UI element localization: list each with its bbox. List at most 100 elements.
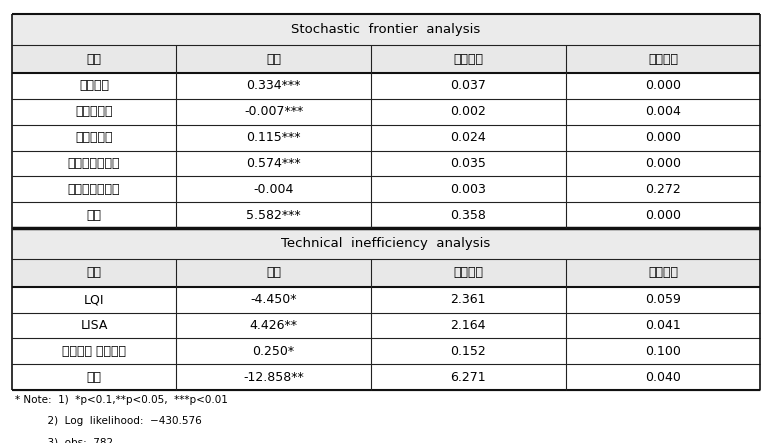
Text: 4.426**: 4.426** bbox=[249, 319, 298, 332]
Bar bbox=[176, 364, 371, 390]
Bar bbox=[566, 338, 760, 364]
Text: 0.100: 0.100 bbox=[645, 345, 681, 358]
Text: 3)  obs:  782: 3) obs: 782 bbox=[15, 438, 113, 443]
Bar bbox=[371, 287, 566, 312]
Text: -0.004: -0.004 bbox=[253, 183, 294, 196]
Text: 자가노동비: 자가노동비 bbox=[75, 131, 113, 144]
Bar bbox=[566, 202, 760, 228]
Text: 0.358: 0.358 bbox=[450, 209, 486, 222]
Text: 0.024: 0.024 bbox=[451, 131, 486, 144]
Text: 표준오차: 표준오차 bbox=[453, 53, 483, 66]
Text: 2)  Log  likelihood:  −430.576: 2) Log likelihood: −430.576 bbox=[15, 416, 202, 426]
Bar bbox=[176, 73, 371, 99]
Bar bbox=[371, 73, 566, 99]
Text: 0.040: 0.040 bbox=[645, 371, 681, 384]
Text: 0.574***: 0.574*** bbox=[246, 157, 301, 170]
Bar bbox=[176, 259, 371, 287]
Text: 0.002: 0.002 bbox=[450, 105, 486, 118]
Text: 0.000: 0.000 bbox=[645, 209, 681, 222]
Text: Technical  inefficiency  analysis: Technical inefficiency analysis bbox=[281, 237, 491, 250]
Text: 0.004: 0.004 bbox=[645, 105, 681, 118]
Text: 6.271: 6.271 bbox=[451, 371, 486, 384]
Text: 0.003: 0.003 bbox=[450, 183, 486, 196]
Bar bbox=[566, 259, 760, 287]
Bar bbox=[566, 73, 760, 99]
Bar bbox=[371, 151, 566, 176]
Bar bbox=[12, 176, 176, 202]
Text: LISA: LISA bbox=[80, 319, 107, 332]
Text: 고용노동비: 고용노동비 bbox=[75, 105, 113, 118]
Bar bbox=[12, 364, 176, 390]
Bar bbox=[176, 124, 371, 151]
Text: 2.361: 2.361 bbox=[451, 293, 486, 306]
Bar bbox=[176, 151, 371, 176]
Text: 0.000: 0.000 bbox=[645, 157, 681, 170]
Bar bbox=[371, 45, 566, 73]
Text: 0.115***: 0.115*** bbox=[246, 131, 301, 144]
Text: 0.000: 0.000 bbox=[645, 79, 681, 93]
Text: 상수: 상수 bbox=[86, 371, 101, 384]
Bar bbox=[176, 99, 371, 124]
Text: 2.164: 2.164 bbox=[451, 319, 486, 332]
Text: Stochastic  frontier  analysis: Stochastic frontier analysis bbox=[291, 23, 481, 36]
Bar bbox=[566, 364, 760, 390]
Text: 5.582***: 5.582*** bbox=[246, 209, 301, 222]
Bar bbox=[371, 202, 566, 228]
Text: 0.059: 0.059 bbox=[645, 293, 681, 306]
Bar bbox=[176, 312, 371, 338]
Text: 유의수준: 유의수준 bbox=[648, 53, 678, 66]
Bar bbox=[12, 287, 176, 312]
Bar bbox=[176, 45, 371, 73]
Bar bbox=[12, 151, 176, 176]
Bar bbox=[12, 124, 176, 151]
Text: * Note:  1)  *p<0.1,**p<0.05,  ***p<0.01: * Note: 1) *p<0.1,**p<0.05, ***p<0.01 bbox=[15, 395, 229, 405]
Bar bbox=[176, 176, 371, 202]
Bar bbox=[12, 228, 760, 259]
Text: 유의수준: 유의수준 bbox=[648, 266, 678, 279]
Bar bbox=[12, 259, 176, 287]
Bar bbox=[566, 312, 760, 338]
Bar bbox=[176, 202, 371, 228]
Text: 0.037: 0.037 bbox=[450, 79, 486, 93]
Text: 재배면적: 재배면적 bbox=[79, 79, 109, 93]
Bar bbox=[371, 338, 566, 364]
Bar bbox=[12, 202, 176, 228]
Text: -4.450*: -4.450* bbox=[250, 293, 297, 306]
Bar bbox=[566, 151, 760, 176]
Text: 0.334***: 0.334*** bbox=[246, 79, 301, 93]
Bar bbox=[566, 287, 760, 312]
Bar bbox=[176, 338, 371, 364]
Text: 0.152: 0.152 bbox=[451, 345, 486, 358]
Text: -12.858**: -12.858** bbox=[243, 371, 304, 384]
Text: 고정자본용역비: 고정자본용역비 bbox=[68, 183, 120, 196]
Text: 유동자본용역비: 유동자본용역비 bbox=[68, 157, 120, 170]
Bar bbox=[566, 45, 760, 73]
Bar bbox=[12, 14, 760, 45]
Text: 0.250*: 0.250* bbox=[252, 345, 295, 358]
Bar bbox=[371, 99, 566, 124]
Bar bbox=[12, 73, 176, 99]
Bar bbox=[371, 312, 566, 338]
Bar bbox=[176, 287, 371, 312]
Bar bbox=[566, 124, 760, 151]
Bar bbox=[371, 176, 566, 202]
Bar bbox=[371, 259, 566, 287]
Text: 조사작목 재배경력: 조사작목 재배경력 bbox=[62, 345, 126, 358]
Text: -0.007***: -0.007*** bbox=[244, 105, 303, 118]
Bar bbox=[12, 338, 176, 364]
Text: 계수: 계수 bbox=[266, 266, 281, 279]
Text: 변수: 변수 bbox=[86, 53, 101, 66]
Text: 표준오차: 표준오차 bbox=[453, 266, 483, 279]
Bar bbox=[566, 176, 760, 202]
Text: 변수: 변수 bbox=[86, 266, 101, 279]
Bar bbox=[12, 99, 176, 124]
Text: LQI: LQI bbox=[83, 293, 104, 306]
Bar bbox=[12, 312, 176, 338]
Bar bbox=[12, 45, 176, 73]
Bar bbox=[371, 124, 566, 151]
Text: 상수: 상수 bbox=[86, 209, 101, 222]
Text: 0.000: 0.000 bbox=[645, 131, 681, 144]
Text: 0.272: 0.272 bbox=[645, 183, 681, 196]
Text: 0.041: 0.041 bbox=[645, 319, 681, 332]
Bar bbox=[566, 99, 760, 124]
